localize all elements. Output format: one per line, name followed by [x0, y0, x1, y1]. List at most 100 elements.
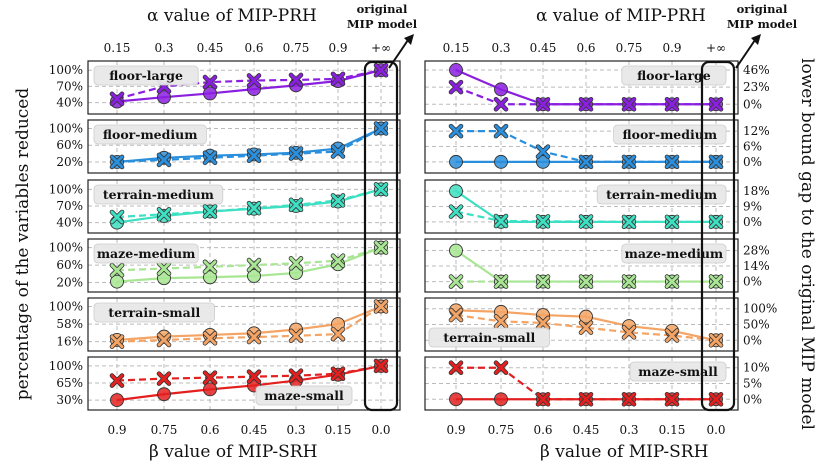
prh-point	[664, 154, 680, 170]
y-tick-label: 70%	[56, 199, 83, 213]
y-tick-label: 58%	[56, 317, 83, 331]
prh-point	[246, 200, 262, 216]
top-axis-title: α value of MIP-PRH	[147, 6, 317, 26]
top-tick-label: 0.15	[443, 41, 470, 55]
y-tick-label: 70%	[56, 79, 83, 93]
svg-text:terrain-small: terrain-small	[443, 330, 535, 345]
prh-point	[246, 257, 262, 273]
prh-point	[578, 320, 594, 335]
panel-frame	[424, 119, 739, 174]
panel-frames: floor-large floor-medium terrain-medium maz…	[87, 60, 739, 411]
prh-point	[156, 152, 172, 168]
y-tick-label: 23%	[743, 80, 770, 94]
prh-point	[493, 314, 509, 329]
bottom-tick-label: 0.3	[286, 423, 305, 437]
srh-point	[157, 387, 171, 402]
bottom-tick-label: 0.45	[241, 423, 268, 437]
prh-point	[664, 214, 680, 230]
prh-point	[288, 197, 304, 213]
srh-point	[247, 269, 261, 283]
y-tick-label: 0%	[743, 97, 762, 111]
original-model-highlight-left	[363, 60, 399, 412]
panel-frame	[424, 238, 739, 293]
svg-text:floor-large: floor-large	[637, 68, 711, 83]
prh-point	[246, 73, 262, 88]
y-tick-label: 5%	[743, 377, 762, 391]
srh-point	[157, 90, 171, 105]
prh-point	[621, 214, 637, 230]
prh-point	[109, 262, 125, 278]
y-tick-label: 40%	[56, 216, 83, 230]
prh-point	[578, 214, 594, 229]
prh-point	[156, 261, 172, 276]
prh-point	[288, 146, 304, 161]
annotation-arrowhead-left	[404, 34, 414, 45]
bottom-tick-label: 0.6	[533, 423, 552, 437]
panel-frame	[87, 119, 401, 174]
y-tick-label: 12%	[743, 124, 770, 138]
right-y-axis-title: lower bound gap to the original MIP mode…	[797, 58, 817, 430]
prh-point	[156, 332, 172, 348]
prh-point	[288, 72, 304, 88]
prh-point	[621, 391, 637, 407]
top-tick-label: 0.45	[197, 41, 224, 55]
prh-point	[448, 79, 464, 95]
bottom-axis-title: β value of MIP-SRH	[149, 442, 317, 462]
y-tick-label: 16%	[56, 335, 83, 349]
prh-point	[621, 274, 637, 289]
prh-point	[202, 331, 218, 346]
prh-point	[448, 274, 464, 289]
y-tick-label: 0%	[743, 155, 762, 169]
prh-point	[373, 121, 389, 136]
annotation-arrow-right	[735, 39, 756, 69]
top-tick-label: 0.6	[576, 41, 595, 55]
prh-point	[330, 326, 346, 342]
prh-point	[109, 209, 125, 225]
prh-point	[708, 332, 724, 348]
bottom-tick-label: 0.0	[371, 423, 390, 437]
bottom-tick-label: 0.9	[107, 423, 126, 437]
panel-label-terrain-small: terrain-small	[428, 327, 550, 348]
prh-point	[708, 96, 724, 112]
y-tick-label: 65%	[56, 376, 83, 390]
panel-frame	[87, 60, 401, 115]
gridlines	[88, 61, 738, 410]
panel-label-floor-medium: floor-medium	[93, 124, 207, 145]
svg-text:maze-small: maze-small	[264, 388, 344, 403]
bottom-tick-label: 0.9	[446, 423, 465, 437]
prh-point	[373, 182, 389, 197]
svg-text:terrain-medium: terrain-medium	[606, 187, 717, 202]
prh-point	[535, 96, 551, 112]
prh-point	[535, 391, 551, 407]
prh-point	[535, 315, 551, 331]
y-tick-label: 14%	[743, 259, 770, 273]
prh-point	[535, 274, 551, 289]
panel-label-maze-medium: maze-medium	[621, 243, 727, 264]
bottom-tick-label: 0.45	[573, 423, 600, 437]
prh-point	[621, 96, 637, 112]
prh-point	[373, 62, 389, 78]
panel-label-maze-small: maze-small	[629, 361, 727, 382]
left-y-axis-title: percentage of the variables reduced	[13, 88, 33, 401]
prh-point	[202, 370, 218, 385]
svg-text:floor-medium: floor-medium	[103, 127, 198, 142]
tick-labels: 0.15 0.9 0.3 0.75 0.45 0.6 0.6 0.45 0.75 0.3 0.9 0.…	[49, 41, 778, 437]
svg-text:floor-medium: floor-medium	[623, 127, 718, 142]
top-tick-label: 0.6	[244, 41, 263, 55]
panel-label-terrain-small: terrain-small	[93, 302, 215, 323]
y-tick-label: 0%	[743, 333, 762, 347]
srh-point	[449, 63, 463, 77]
prh-point	[373, 240, 389, 255]
prh-point	[448, 360, 464, 376]
prh-point	[664, 274, 680, 289]
prh-point	[156, 206, 172, 222]
svg-text:maze-medium: maze-medium	[625, 246, 724, 261]
y-tick-label: 60%	[56, 138, 83, 152]
panel-frame	[424, 356, 739, 411]
bottom-tick-label: 0.6	[200, 423, 219, 437]
y-tick-label: 40%	[56, 96, 83, 110]
panel-label-terrain-medium: terrain-medium	[93, 184, 224, 205]
srh-point	[331, 317, 345, 332]
prh-point	[708, 154, 724, 170]
